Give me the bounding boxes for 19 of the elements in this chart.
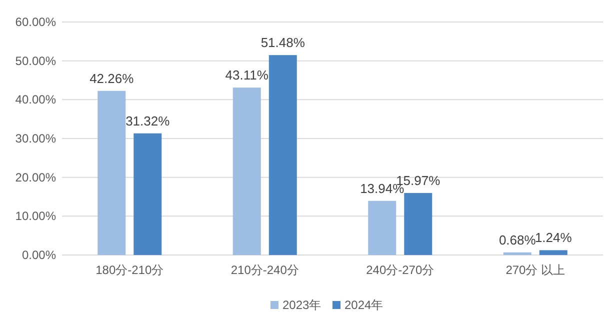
ytick: 0.00% [22, 248, 56, 262]
ytick: 10.00% [15, 209, 56, 224]
legend-label: 2024年 [344, 298, 384, 312]
ytick: 30.00% [15, 132, 56, 146]
xtick: 210分-240分 [230, 263, 299, 277]
data-label: 42.26% [90, 70, 134, 86]
data-label: 31.32% [126, 113, 170, 128]
xtick: 240分-270分 [366, 263, 434, 277]
ytick: 60.00% [15, 15, 56, 29]
legend-label: 2023年 [282, 298, 322, 312]
ytick: 20.00% [15, 170, 56, 184]
ytick: 40.00% [15, 92, 56, 107]
data-label: 0.68% [498, 232, 536, 248]
data-label: 1.24% [534, 230, 572, 246]
data-label: 43.11% [225, 68, 268, 83]
ytick: 50.00% [15, 54, 56, 68]
xtick: 180分-210分 [96, 263, 164, 277]
xtick: 270分 以上 [506, 263, 566, 277]
data-label: 51.48% [260, 35, 305, 50]
